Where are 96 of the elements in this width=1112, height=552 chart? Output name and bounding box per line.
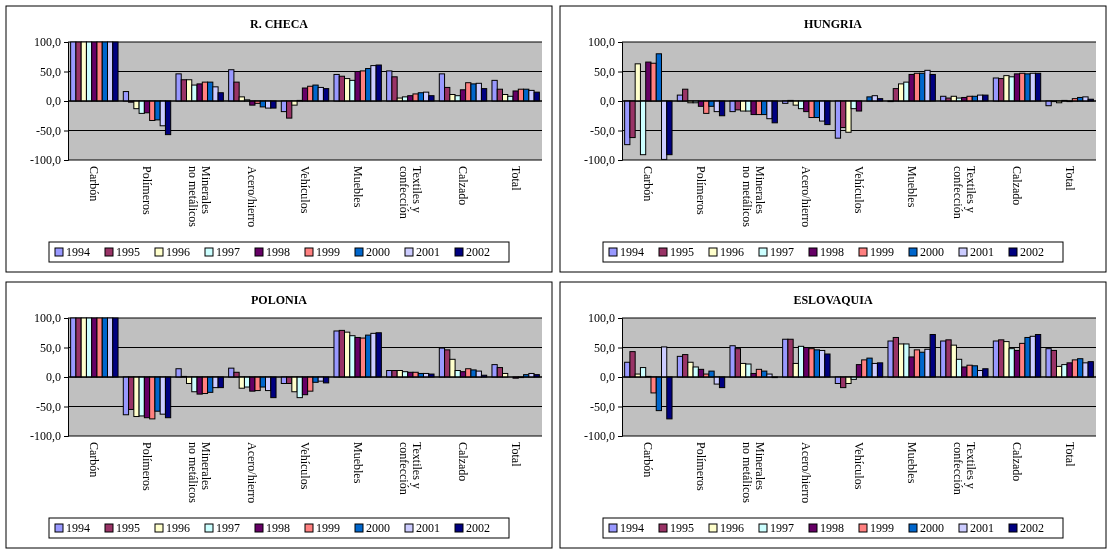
y-tick-label: 50,0 xyxy=(594,64,615,79)
y-tick-label: -50,0 xyxy=(36,123,61,138)
x-tick-label: Minerales no metálicos xyxy=(186,442,214,504)
y-tick-label: -50,0 xyxy=(36,399,61,414)
x-tick-label: Vehículos xyxy=(298,166,312,214)
legend-label: 2002 xyxy=(466,521,490,535)
x-tick-label: Acero/hierro xyxy=(245,442,260,504)
legend-label: 1996 xyxy=(720,521,744,535)
legend-label: 1998 xyxy=(820,521,844,535)
x-tick-label: Acero/hierro xyxy=(245,166,260,228)
legend-label: 2001 xyxy=(416,245,440,259)
x-tick-label: Minerales no metálicos xyxy=(186,166,214,228)
x-tick-label: Carbón xyxy=(641,166,656,202)
legend-label: 1997 xyxy=(770,521,794,535)
x-tick-label: Calzado xyxy=(1010,166,1024,206)
legend-label: 2001 xyxy=(970,521,994,535)
y-tick-label: -100,0 xyxy=(30,153,61,168)
legend-label: 2000 xyxy=(920,521,944,535)
chart-title: HUNGRIA xyxy=(803,17,863,31)
legend-label: 1998 xyxy=(266,521,290,535)
legend-label: 1994 xyxy=(66,245,90,259)
y-tick-label: 0,0 xyxy=(600,370,615,385)
y-tick-label: 100,0 xyxy=(34,35,61,50)
y-tick-label: 0,0 xyxy=(46,94,61,109)
legend-label: 1995 xyxy=(116,521,140,535)
legend-label: 1999 xyxy=(316,245,340,259)
y-tick-label: -100,0 xyxy=(584,429,615,444)
x-tick-label: Polímeros xyxy=(140,166,154,215)
legend-label: 1997 xyxy=(770,245,794,259)
legend-label: 2000 xyxy=(366,245,390,259)
x-tick-label: Textiles y confección xyxy=(950,442,978,495)
x-tick-label: Muebles xyxy=(350,166,365,208)
y-tick-label: 50,0 xyxy=(594,340,615,355)
y-tick-label: 50,0 xyxy=(40,340,61,355)
legend-label: 1997 xyxy=(216,245,240,259)
x-tick-label: Calzado xyxy=(1010,442,1024,482)
legend-label: 1997 xyxy=(216,521,240,535)
x-tick-label: Vehículos xyxy=(852,166,866,214)
legend-label: 1994 xyxy=(620,521,644,535)
x-tick-label: Textiles y confección xyxy=(396,166,424,219)
y-tick-label: -100,0 xyxy=(584,153,615,168)
x-tick-label: Carbón xyxy=(87,166,102,202)
chart-title: POLONIA xyxy=(250,293,308,307)
x-tick-label: Minerales no metálicos xyxy=(740,166,768,228)
y-tick-label: 100,0 xyxy=(34,311,61,326)
x-tick-label: Muebles xyxy=(904,442,919,484)
legend-label: 2001 xyxy=(970,245,994,259)
x-tick-label: Total xyxy=(1062,166,1077,192)
legend-label: 2002 xyxy=(466,245,490,259)
legend-label: 2000 xyxy=(366,521,390,535)
y-tick-label: 0,0 xyxy=(46,370,61,385)
x-tick-label: Calzado xyxy=(456,166,470,206)
legend-label: 1999 xyxy=(870,521,894,535)
x-tick-label: Polímeros xyxy=(140,442,154,491)
x-tick-label: Muebles xyxy=(350,442,365,484)
legend-label: 1998 xyxy=(820,245,844,259)
chart-title: ESLOVAQUIA xyxy=(793,293,873,307)
legend-label: 1999 xyxy=(316,521,340,535)
x-tick-label: Textiles y confección xyxy=(950,166,978,219)
x-tick-label: Polímeros xyxy=(694,442,708,491)
legend-label: 1998 xyxy=(266,245,290,259)
x-tick-label: Polímeros xyxy=(694,166,708,215)
legend-label: 1996 xyxy=(720,245,744,259)
x-tick-label: Minerales no metálicos xyxy=(740,442,768,504)
x-tick-label: Carbón xyxy=(641,442,656,478)
legend-label: 1994 xyxy=(620,245,644,259)
x-tick-label: Muebles xyxy=(904,166,919,208)
x-tick-label: Acero/hierro xyxy=(799,442,814,504)
y-tick-label: -100,0 xyxy=(30,429,61,444)
x-tick-label: Total xyxy=(508,442,523,468)
legend-label: 1995 xyxy=(670,521,694,535)
legend-label: 1995 xyxy=(670,245,694,259)
x-tick-label: Carbón xyxy=(87,442,102,478)
y-tick-label: -50,0 xyxy=(590,399,615,414)
legend-label: 1996 xyxy=(166,521,190,535)
legend-label: 1996 xyxy=(166,245,190,259)
legend-label: 2001 xyxy=(416,521,440,535)
legend-label: 1995 xyxy=(116,245,140,259)
legend-label: 2002 xyxy=(1020,245,1044,259)
x-tick-label: Total xyxy=(508,166,523,192)
x-tick-label: Vehículos xyxy=(852,442,866,490)
x-tick-label: Textiles y confección xyxy=(396,442,424,495)
legend-label: 1999 xyxy=(870,245,894,259)
y-tick-label: 0,0 xyxy=(600,94,615,109)
x-tick-label: Total xyxy=(1062,442,1077,468)
legend-label: 1994 xyxy=(66,521,90,535)
chart-title: R. CHECA xyxy=(249,17,309,31)
x-tick-label: Calzado xyxy=(456,442,470,482)
y-tick-label: 50,0 xyxy=(40,64,61,79)
y-tick-label: -50,0 xyxy=(590,123,615,138)
legend-label: 2000 xyxy=(920,245,944,259)
x-tick-label: Acero/hierro xyxy=(799,166,814,228)
y-tick-label: 100,0 xyxy=(588,311,615,326)
x-tick-label: Vehículos xyxy=(298,442,312,490)
legend-label: 2002 xyxy=(1020,521,1044,535)
y-tick-label: 100,0 xyxy=(588,35,615,50)
